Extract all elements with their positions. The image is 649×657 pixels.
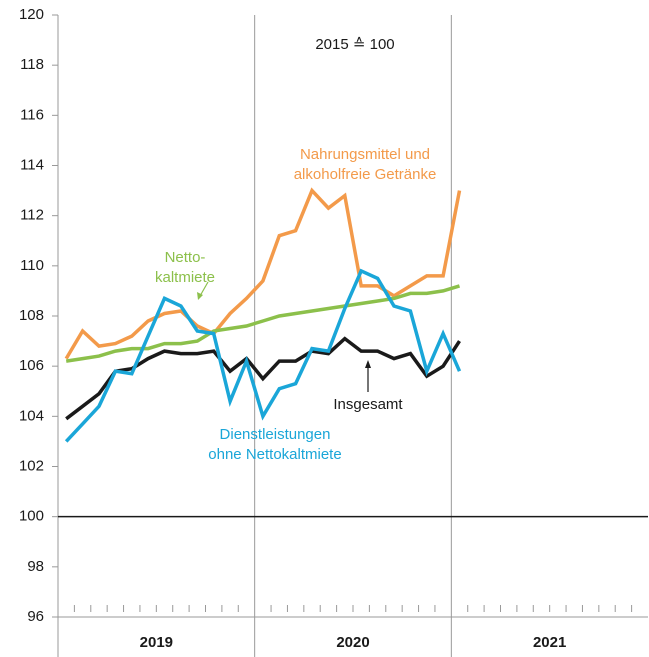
series-label: Nahrungsmittel und (300, 146, 430, 163)
series-line (64, 268, 462, 443)
pointer (199, 281, 209, 297)
series-label: Insgesamt (333, 396, 403, 413)
pointer-head (197, 292, 203, 300)
year-label: 2020 (336, 634, 369, 651)
base-note: 2015 ≙ 100 (315, 36, 394, 53)
y-tick-label: 102 (19, 457, 44, 474)
series-line (64, 187, 462, 360)
year-label: 2021 (533, 634, 566, 651)
y-tick-label: 98 (27, 558, 44, 575)
y-tick-label: 118 (20, 56, 44, 73)
y-tick-label: 110 (20, 257, 44, 274)
year-label: 2019 (140, 634, 173, 651)
series-label: Netto- (165, 249, 206, 266)
y-tick-label: 120 (19, 6, 44, 23)
series-label: Dienstleistungen (220, 426, 331, 443)
y-tick-label: 104 (19, 407, 44, 424)
series-label: alkoholfreie Getränke (294, 166, 437, 183)
y-tick-label: 116 (20, 106, 44, 123)
pointer-head (365, 360, 371, 368)
y-tick-label: 114 (20, 156, 44, 173)
series-label: ohne Nettokaltmiete (208, 446, 341, 463)
series-line (65, 284, 461, 363)
y-tick-label: 112 (20, 207, 44, 224)
y-tick-label: 96 (27, 608, 44, 625)
y-tick-label: 100 (19, 508, 44, 525)
series-label: kaltmiete (155, 269, 215, 286)
y-tick-label: 106 (19, 357, 44, 374)
y-tick-label: 108 (19, 307, 44, 324)
series-line (65, 336, 461, 421)
